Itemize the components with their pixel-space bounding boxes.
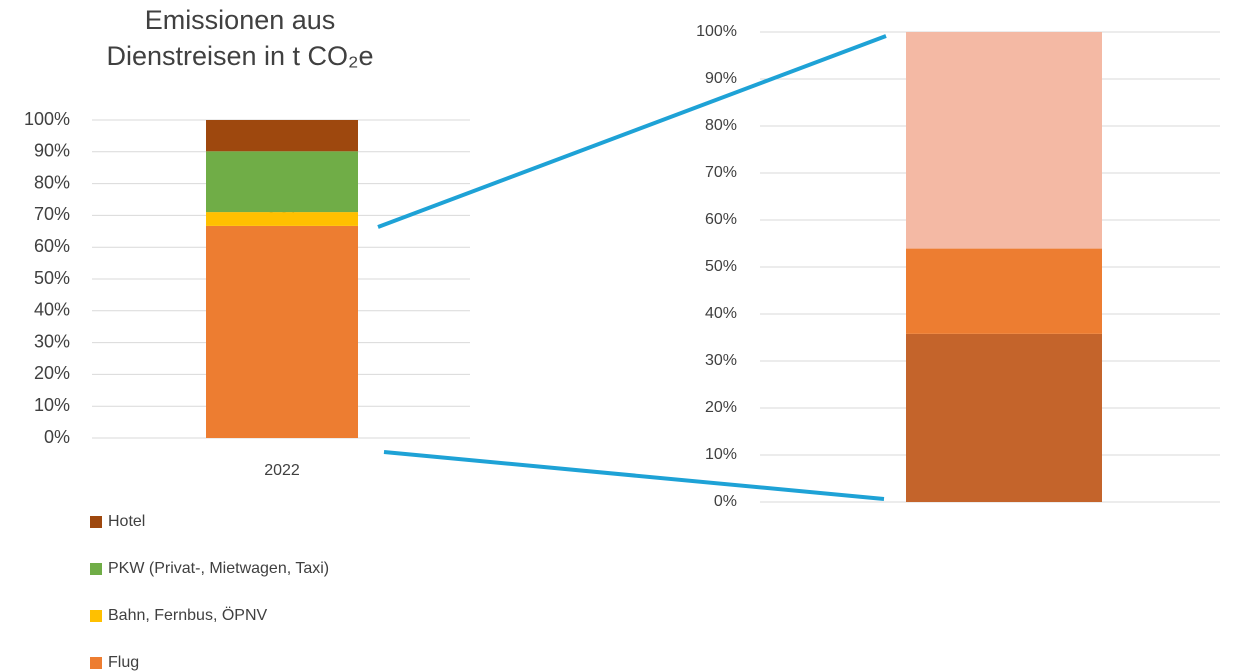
y-tick-label: 80% bbox=[34, 172, 70, 192]
y-tick-label: 30% bbox=[34, 331, 70, 351]
chart-title: Dienstreisen in t CO₂e bbox=[106, 41, 373, 71]
x-tick-label: 2022 bbox=[264, 462, 300, 479]
y-tick-label: 10% bbox=[34, 395, 70, 415]
bar-segment bbox=[206, 120, 358, 152]
y-tick-label: 40% bbox=[34, 300, 70, 320]
bar-segment bbox=[206, 151, 358, 213]
legend-label: Bahn, Fernbus, ÖPNV bbox=[108, 606, 268, 624]
connector bbox=[383, 450, 885, 501]
legend-label: PKW (Privat-, Mietwagen, Taxi) bbox=[108, 560, 329, 577]
bar-segment bbox=[206, 212, 358, 226]
chart-title: Emissionen aus bbox=[145, 5, 336, 35]
y-tick-label: 0% bbox=[44, 427, 70, 447]
y-tick-label: 80% bbox=[705, 117, 737, 134]
y-tick-label: 90% bbox=[705, 70, 737, 87]
legend-label: Hotel bbox=[108, 513, 145, 530]
connector bbox=[377, 34, 887, 229]
y-tick-label: 0% bbox=[714, 493, 737, 510]
y-tick-label: 90% bbox=[34, 141, 70, 161]
y-tick-label: 70% bbox=[705, 164, 737, 181]
y-tick-label: 70% bbox=[34, 204, 70, 224]
y-tick-label: 20% bbox=[34, 363, 70, 383]
legend-swatch bbox=[90, 610, 102, 622]
bar-segment bbox=[906, 248, 1102, 334]
legend-label: Flug bbox=[108, 654, 139, 671]
y-tick-label: 50% bbox=[705, 258, 737, 275]
y-tick-label: 100% bbox=[24, 109, 70, 129]
bar-segment bbox=[206, 225, 358, 438]
y-tick-label: 60% bbox=[34, 236, 70, 256]
bar-segment bbox=[906, 333, 1102, 502]
y-tick-label: 10% bbox=[705, 446, 737, 463]
y-tick-label: 40% bbox=[705, 305, 737, 322]
bar-segment bbox=[906, 32, 1102, 249]
legend-swatch bbox=[90, 563, 102, 575]
legend-swatch bbox=[90, 657, 102, 669]
legend-swatch bbox=[90, 516, 102, 528]
y-tick-label: 100% bbox=[696, 23, 737, 40]
y-tick-label: 30% bbox=[705, 352, 737, 369]
y-tick-label: 20% bbox=[705, 399, 737, 416]
y-tick-label: 50% bbox=[34, 268, 70, 288]
y-tick-label: 60% bbox=[705, 211, 737, 228]
